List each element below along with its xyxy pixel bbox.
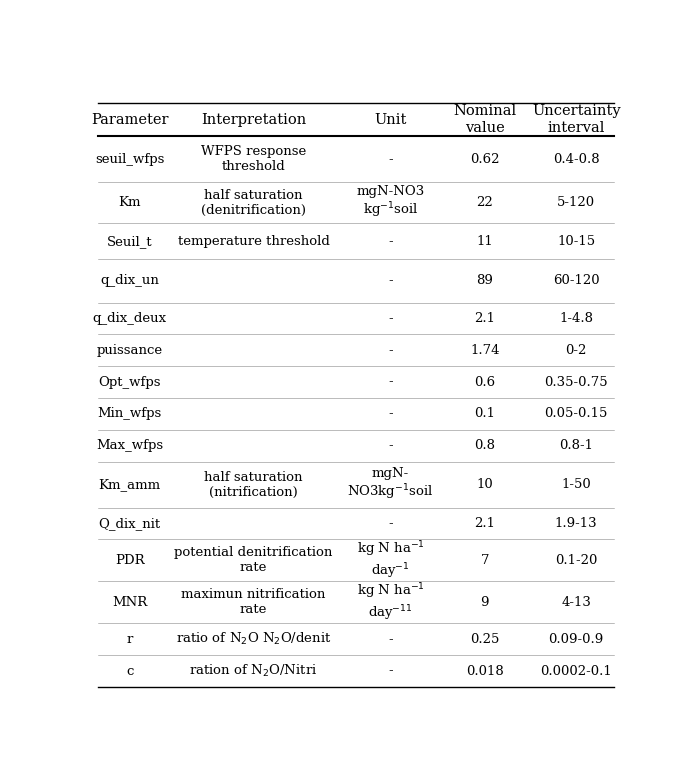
Text: PDR: PDR (115, 554, 144, 567)
Text: Seuil_t: Seuil_t (107, 235, 153, 248)
Text: 1-4.8: 1-4.8 (559, 312, 593, 325)
Text: 4-13: 4-13 (561, 596, 591, 609)
Text: 5-120: 5-120 (557, 196, 595, 210)
Text: 0.25: 0.25 (470, 633, 500, 646)
Text: temperature threshold: temperature threshold (178, 235, 330, 248)
Text: mgN-NO3
kg$^{-1}$soil: mgN-NO3 kg$^{-1}$soil (357, 185, 425, 221)
Text: Interpretation: Interpretation (201, 113, 306, 127)
Text: 1.74: 1.74 (470, 344, 500, 357)
Text: 10-15: 10-15 (557, 235, 595, 248)
Text: half saturation
(denitrification): half saturation (denitrification) (201, 188, 306, 217)
Text: -: - (389, 439, 393, 452)
Text: 0.09-0.9: 0.09-0.9 (548, 633, 604, 646)
Text: 89: 89 (476, 274, 493, 288)
Text: Nominal
value: Nominal value (453, 105, 516, 135)
Text: 0.018: 0.018 (466, 665, 504, 677)
Text: 0.1-20: 0.1-20 (555, 554, 598, 567)
Text: Km_amm: Km_amm (99, 478, 161, 491)
Text: Min_wfps: Min_wfps (98, 407, 162, 421)
Text: kg N ha$^{-1}$
day$^{-11}$: kg N ha$^{-1}$ day$^{-11}$ (357, 582, 425, 623)
Text: 0.62: 0.62 (470, 152, 500, 166)
Text: 0.35-0.75: 0.35-0.75 (544, 375, 608, 389)
Text: 7: 7 (480, 554, 489, 567)
Text: -: - (389, 152, 393, 166)
Text: 60-120: 60-120 (553, 274, 600, 288)
Text: Q_dix_nit: Q_dix_nit (99, 517, 161, 530)
Text: 11: 11 (476, 235, 493, 248)
Text: ratio of N$_2$O N$_2$O/denit: ratio of N$_2$O N$_2$O/denit (176, 631, 331, 647)
Text: 0.6: 0.6 (474, 375, 496, 389)
Text: -: - (389, 235, 393, 248)
Text: 2.1: 2.1 (474, 517, 496, 530)
Text: Max_wfps: Max_wfps (96, 439, 163, 452)
Text: c: c (126, 665, 133, 677)
Text: Unit: Unit (375, 113, 407, 127)
Text: -: - (389, 375, 393, 389)
Text: Opt_wfps: Opt_wfps (99, 375, 161, 389)
Text: WFPS response
threshold: WFPS response threshold (201, 145, 306, 174)
Text: -: - (389, 517, 393, 530)
Text: seuil_wfps: seuil_wfps (95, 152, 164, 166)
Text: puissance: puissance (96, 344, 163, 357)
Text: Parameter: Parameter (91, 113, 169, 127)
Text: 1.9-13: 1.9-13 (555, 517, 598, 530)
Text: 1-50: 1-50 (561, 478, 591, 491)
Text: 10: 10 (476, 478, 493, 491)
Text: q_dix_un: q_dix_un (101, 274, 159, 288)
Text: ration of N$_2$O/Nitri: ration of N$_2$O/Nitri (189, 663, 318, 679)
Text: mgN-
NO3kg$^{-1}$soil: mgN- NO3kg$^{-1}$soil (348, 467, 434, 502)
Text: 0.05-0.15: 0.05-0.15 (545, 407, 608, 421)
Text: 9: 9 (480, 596, 489, 609)
Text: r: r (126, 633, 133, 646)
Text: 0-2: 0-2 (566, 344, 587, 357)
Text: potential denitrification
rate: potential denitrification rate (174, 547, 332, 575)
Text: 2.1: 2.1 (474, 312, 496, 325)
Text: -: - (389, 633, 393, 646)
Text: 0.1: 0.1 (474, 407, 496, 421)
Text: 0.4-0.8: 0.4-0.8 (553, 152, 600, 166)
Text: Uncertainty
interval: Uncertainty interval (532, 105, 620, 135)
Text: 0.0002-0.1: 0.0002-0.1 (541, 665, 612, 677)
Text: -: - (389, 274, 393, 288)
Text: Km: Km (119, 196, 141, 210)
Text: 0.8-1: 0.8-1 (559, 439, 593, 452)
Text: -: - (389, 344, 393, 357)
Text: 0.8: 0.8 (474, 439, 496, 452)
Text: 22: 22 (476, 196, 493, 210)
Text: -: - (389, 407, 393, 421)
Text: half saturation
(nitrification): half saturation (nitrification) (204, 471, 303, 499)
Text: -: - (389, 312, 393, 325)
Text: maximun nitrification
rate: maximun nitrification rate (181, 588, 325, 616)
Text: kg N ha$^{-1}$
day$^{-1}$: kg N ha$^{-1}$ day$^{-1}$ (357, 540, 425, 581)
Text: -: - (389, 665, 393, 677)
Text: MNR: MNR (112, 596, 147, 609)
Text: q_dix_deux: q_dix_deux (93, 312, 167, 325)
